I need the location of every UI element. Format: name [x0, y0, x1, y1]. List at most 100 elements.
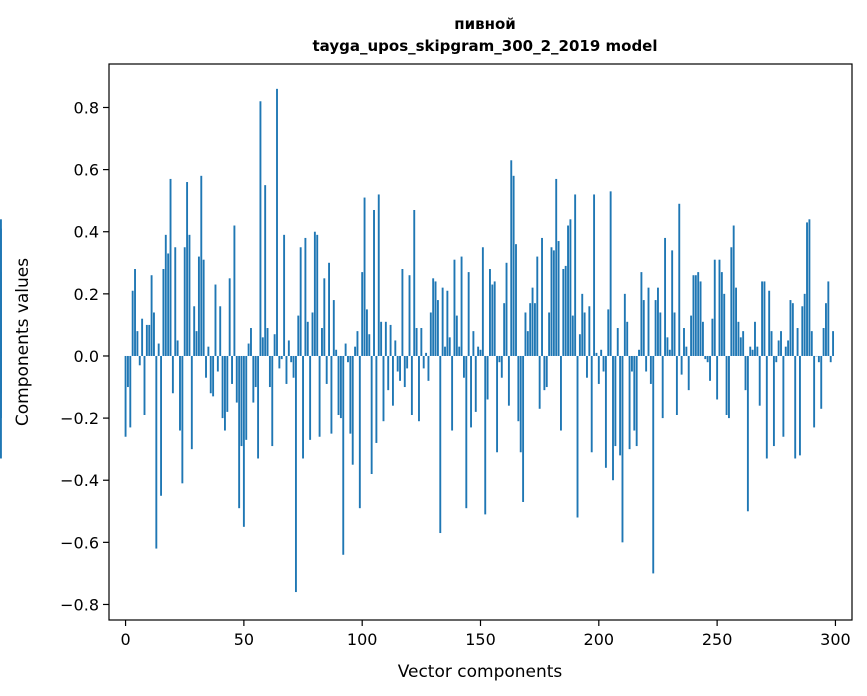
bar-214 — [630, 355, 633, 372]
bar-71 — [292, 355, 295, 378]
bar-35 — [207, 346, 210, 356]
bar-256 — [730, 247, 733, 356]
bar-297 — [827, 281, 830, 356]
bar-199 — [595, 352, 598, 356]
bar-160 — [503, 303, 506, 356]
bar-134 — [441, 287, 444, 356]
bar-122 — [413, 209, 416, 356]
bar-147 — [472, 331, 475, 356]
bar-52 — [247, 343, 250, 356]
bar-17 — [164, 234, 167, 356]
bar-13 — [155, 355, 158, 549]
bar-246 — [706, 355, 709, 363]
bar-88 — [332, 300, 335, 356]
bar-255 — [728, 355, 730, 419]
bar-150 — [479, 349, 482, 356]
bar-193 — [581, 293, 584, 356]
bar-223 — [652, 355, 655, 574]
bar-28 — [190, 355, 193, 450]
bar-18 — [167, 253, 170, 356]
bar-70 — [290, 355, 293, 363]
bar-44 — [228, 278, 231, 356]
bar-6 — [138, 355, 141, 366]
bar-228 — [664, 237, 667, 356]
bar-53 — [250, 328, 252, 356]
bar-244 — [701, 321, 704, 356]
bar-42 — [224, 355, 226, 431]
bar-157 — [496, 355, 499, 453]
bar-undefined — [0, 228, 2, 356]
bar-215 — [633, 355, 636, 431]
bar-63 — [273, 334, 276, 356]
bar-213 — [628, 355, 631, 450]
bar-159 — [500, 355, 503, 378]
bar-201 — [600, 349, 603, 356]
bar-49 — [240, 355, 243, 447]
bar-189 — [571, 315, 574, 356]
bar-258 — [735, 287, 737, 356]
bar-24 — [181, 355, 184, 484]
y-tick-label: 0.8 — [74, 98, 99, 117]
bar-202 — [602, 355, 605, 372]
y-tick-label: −0.4 — [60, 471, 99, 490]
bar-51 — [245, 355, 248, 440]
bar-68 — [285, 355, 288, 384]
bar-242 — [697, 272, 700, 356]
bar-293 — [817, 355, 820, 363]
bar-57 — [259, 101, 262, 356]
bar-104 — [370, 355, 373, 475]
bar-142 — [460, 256, 463, 356]
x-tick-label: 150 — [465, 630, 496, 649]
bar-109 — [382, 355, 385, 422]
bar-138 — [451, 355, 454, 431]
bar-298 — [829, 355, 832, 363]
bar-184 — [560, 355, 562, 431]
bar-139 — [453, 259, 456, 356]
bar-87 — [330, 355, 333, 434]
bar-217 — [638, 349, 640, 356]
bar-277 — [780, 331, 782, 356]
bar-12 — [153, 312, 155, 356]
bar-208 — [616, 328, 619, 356]
bar-273 — [770, 331, 773, 356]
bar-141 — [458, 346, 461, 356]
bar-66 — [280, 355, 283, 360]
bar-125 — [420, 328, 423, 356]
bar-130 — [432, 278, 435, 356]
bar-151 — [481, 247, 484, 356]
bar-105 — [373, 209, 375, 356]
bar-237 — [685, 346, 688, 356]
bar-175 — [538, 355, 541, 409]
bar-245 — [704, 355, 707, 360]
bar-60 — [266, 328, 269, 356]
bar-295 — [822, 328, 825, 356]
bar-210 — [621, 355, 624, 543]
bar-278 — [782, 355, 785, 437]
bar-241 — [694, 275, 697, 356]
bar-94 — [347, 355, 349, 363]
bar-148 — [474, 355, 477, 412]
bar-179 — [548, 312, 551, 356]
bar-230 — [668, 349, 671, 356]
chart-title: пивной — [454, 15, 516, 33]
bar-115 — [396, 355, 399, 372]
bar-0 — [124, 355, 127, 437]
bar-198 — [593, 194, 596, 356]
bar-266 — [754, 321, 756, 356]
bar-80 — [313, 231, 316, 356]
bar-158 — [498, 355, 501, 363]
bar-21 — [174, 247, 177, 356]
bar-270 — [763, 281, 766, 356]
bar-240 — [692, 275, 695, 356]
bar-96 — [351, 355, 354, 465]
bar-205 — [609, 191, 612, 356]
bar-161 — [505, 262, 508, 356]
bar-137 — [448, 337, 451, 356]
bar-31 — [197, 256, 200, 356]
bar-26 — [186, 182, 189, 356]
bar-271 — [765, 355, 768, 459]
bar-163 — [510, 160, 513, 356]
bar-146 — [470, 355, 472, 428]
bar-276 — [777, 340, 780, 356]
bar-272 — [768, 290, 771, 356]
